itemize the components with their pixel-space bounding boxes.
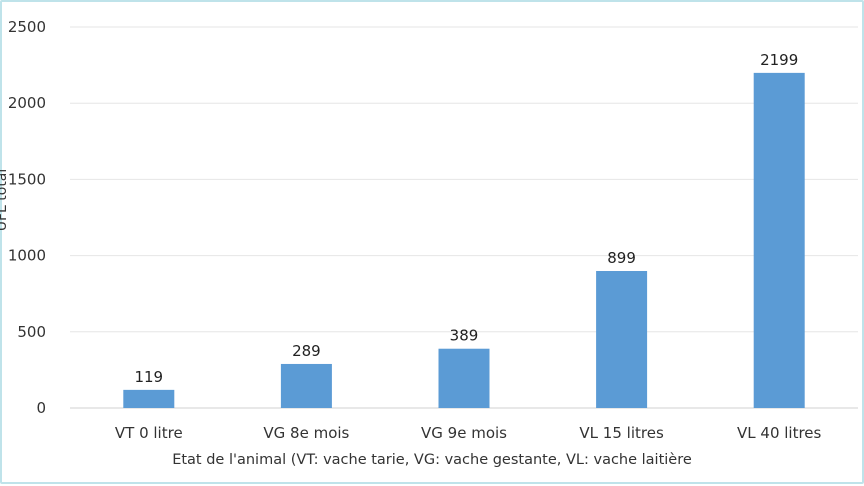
x-axis-title: Etat de l'animal (VT: vache tarie, VG: v…: [172, 452, 692, 468]
y-axis-title: UFL total: [0, 169, 10, 232]
y-tick-label: 1500: [8, 170, 46, 188]
data-label: 289: [292, 342, 321, 360]
bar: [438, 348, 490, 408]
y-axis-ticks: 0 500 1000 1500 2000 2500: [8, 18, 46, 417]
y-tick-label: 500: [17, 323, 46, 341]
y-tick-label: 1000: [8, 247, 46, 265]
data-labels: 119 289 389 899 2199: [134, 51, 798, 386]
bar: [596, 270, 648, 408]
y-tick-label: 2000: [8, 94, 46, 112]
bar: [280, 363, 332, 408]
bars: [123, 72, 805, 408]
x-tick-label: VL 40 litres: [737, 424, 822, 442]
data-label: 389: [450, 327, 479, 345]
x-tick-label: VL 15 litres: [579, 424, 664, 442]
data-label: 119: [134, 368, 163, 386]
data-label: 899: [607, 249, 636, 267]
data-label: 2199: [760, 51, 798, 69]
x-tick-label: VG 9e mois: [421, 424, 507, 442]
x-tick-label: VG 8e mois: [263, 424, 349, 442]
x-tick-label: VT 0 litre: [115, 424, 183, 442]
bar: [123, 389, 175, 408]
bar: [753, 72, 805, 408]
y-tick-label: 2500: [8, 18, 46, 36]
x-axis-ticks: VT 0 litre VG 8e mois VG 9e mois VL 15 litr…: [115, 424, 822, 442]
gridlines: [70, 26, 858, 409]
y-tick-label: 0: [36, 399, 46, 417]
